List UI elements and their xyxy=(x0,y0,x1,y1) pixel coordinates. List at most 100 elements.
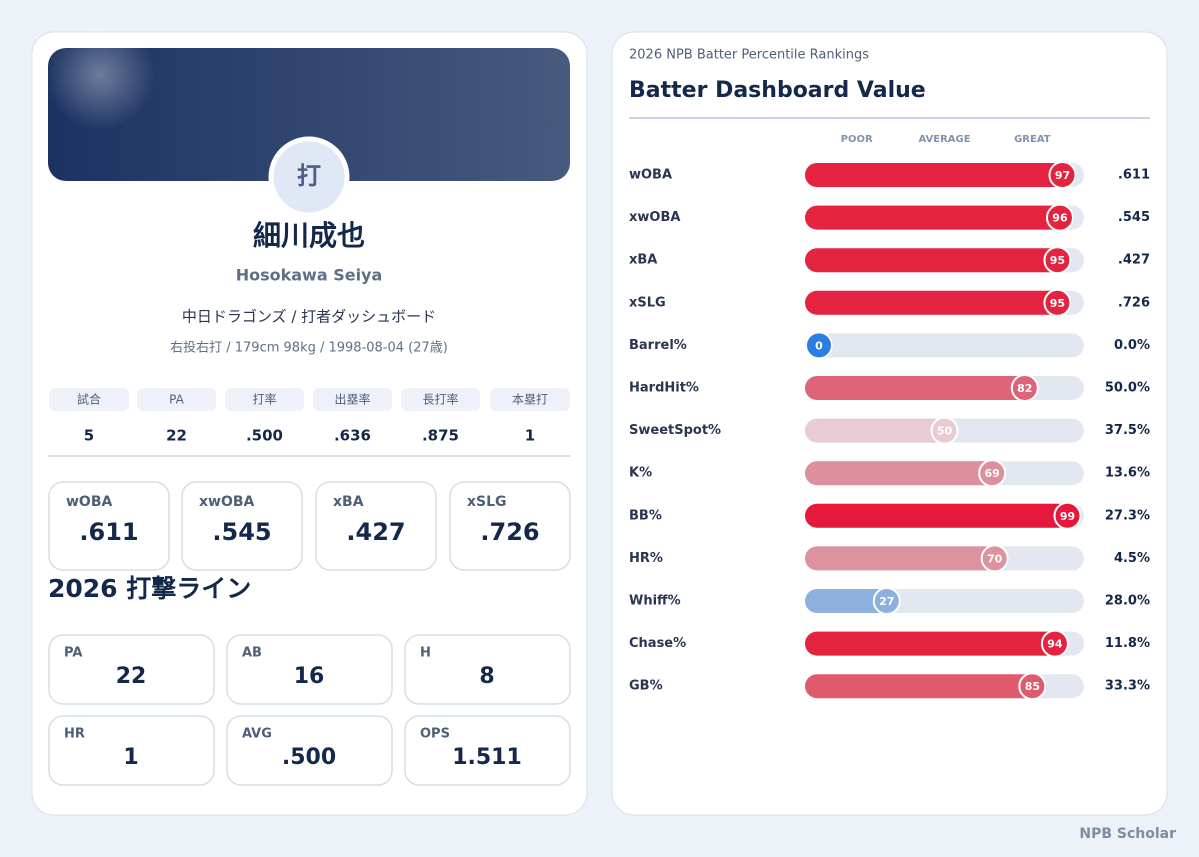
bar xyxy=(805,163,1077,187)
stat-label: 33.3% xyxy=(1105,679,1150,694)
stat-header-pill xyxy=(313,388,392,411)
stat-label: 27.3% xyxy=(1105,508,1150,523)
metric-value: .427 xyxy=(346,518,405,546)
stat-label: 4.5% xyxy=(1114,551,1150,566)
metric-value: .726 xyxy=(480,518,539,546)
stat-header: 長打率 xyxy=(422,392,458,407)
chart-title: Batter Dashboard Value xyxy=(629,78,926,103)
profile-card xyxy=(31,31,588,816)
stat-label: 0.0% xyxy=(1114,338,1150,353)
metric-label: wOBA xyxy=(66,494,113,510)
stat-value: .500 xyxy=(246,427,283,445)
metric-label: xBA xyxy=(333,494,364,510)
line-card xyxy=(404,715,571,786)
line-card-value: .500 xyxy=(282,745,336,770)
avatar xyxy=(268,136,350,218)
line-card-label: PA xyxy=(64,646,82,661)
section-title: 2026 打撃ライン xyxy=(48,574,251,603)
bar xyxy=(805,546,1009,571)
stat-label: 28.0% xyxy=(1105,594,1150,609)
metric-card xyxy=(449,481,571,571)
stat-label: .545 xyxy=(1118,210,1150,225)
bar-label: 99 xyxy=(1060,510,1075,523)
bar-label: 82 xyxy=(1017,382,1032,395)
banner-glow xyxy=(45,20,155,130)
category-label: Whiff% xyxy=(629,594,681,609)
bar-knob xyxy=(872,587,901,615)
line-card xyxy=(404,634,571,705)
line-card-value: 1.511 xyxy=(452,745,522,770)
bar xyxy=(805,461,1007,486)
bar-label: 97 xyxy=(1055,169,1070,182)
bar-knob xyxy=(1048,161,1077,189)
category-label: GB% xyxy=(629,679,663,694)
metric-value: .545 xyxy=(212,518,271,546)
category-label: Barrel% xyxy=(629,338,687,353)
metric-card xyxy=(48,481,170,571)
line-card-value: 16 xyxy=(294,664,325,689)
bar-knob xyxy=(1018,672,1047,701)
romanized-name: Hosokawa Seiya xyxy=(236,266,383,285)
bar-knob xyxy=(978,459,1007,488)
bar-label: 50 xyxy=(937,425,953,438)
bar-label: 94 xyxy=(1047,638,1063,651)
line-card xyxy=(226,634,393,705)
metric-card xyxy=(315,481,437,571)
stat-label: 50.0% xyxy=(1105,381,1150,396)
bio: 右投右打 / 179cm 98kg / 1998-08-04 (27歳) xyxy=(170,340,448,356)
bar-label: 85 xyxy=(1025,680,1040,693)
stat-value: .636 xyxy=(334,427,371,445)
category-label: wOBA xyxy=(629,168,672,183)
line-card-value: 8 xyxy=(479,664,494,689)
bar-label: 95 xyxy=(1050,297,1065,310)
stat-header-pill xyxy=(225,388,304,411)
line-card xyxy=(48,634,215,705)
bar-knob xyxy=(1043,246,1072,275)
category-label: K% xyxy=(629,466,652,481)
footer: NPB Scholar xyxy=(1079,826,1176,842)
category-label: BB% xyxy=(629,508,662,523)
category-label: SweetSpot% xyxy=(629,423,721,438)
stat-value: 1 xyxy=(525,427,535,445)
line-card-label: AB xyxy=(242,646,262,661)
stat-label: .611 xyxy=(1118,168,1150,183)
bar xyxy=(805,631,1069,656)
bar-knob xyxy=(930,416,959,445)
stat-value: 5 xyxy=(84,427,94,445)
stat-value: 22 xyxy=(166,427,187,445)
stat-label: 11.8% xyxy=(1105,636,1150,651)
metric-label: xSLG xyxy=(467,494,507,510)
bar-label: 96 xyxy=(1052,212,1068,225)
bar-label: 69 xyxy=(985,467,1000,480)
bar-track xyxy=(805,333,1084,358)
line-card-label: OPS xyxy=(420,727,450,742)
stat-header-pill xyxy=(490,388,570,411)
stat-label: 13.6% xyxy=(1105,466,1150,481)
category-label: xwOBA xyxy=(629,210,680,225)
metric-card xyxy=(181,481,303,571)
bar xyxy=(805,376,1039,400)
stat-header: 打率 xyxy=(252,392,276,407)
line-card-label: AVG xyxy=(242,727,272,742)
category-label: Chase% xyxy=(629,636,686,651)
category-label: HardHit% xyxy=(629,381,699,396)
bar-knob xyxy=(1040,629,1069,658)
bar-label: 27 xyxy=(879,595,894,608)
bar-label: 70 xyxy=(987,552,1003,565)
stat-header: PA xyxy=(169,393,184,407)
category-label: xBA xyxy=(629,253,657,268)
metric-value: .611 xyxy=(79,518,138,546)
bar-knob xyxy=(805,331,833,360)
bar xyxy=(805,503,1082,528)
stat-header-pill xyxy=(401,388,480,411)
bar-knob xyxy=(1010,374,1039,402)
banner xyxy=(48,48,570,181)
bar xyxy=(805,418,959,443)
line-card xyxy=(48,715,215,786)
stat-label: 37.5% xyxy=(1105,423,1150,438)
line-card-value: 22 xyxy=(116,664,147,689)
stat-value: .875 xyxy=(422,427,459,445)
stat-header-pill xyxy=(137,388,216,411)
